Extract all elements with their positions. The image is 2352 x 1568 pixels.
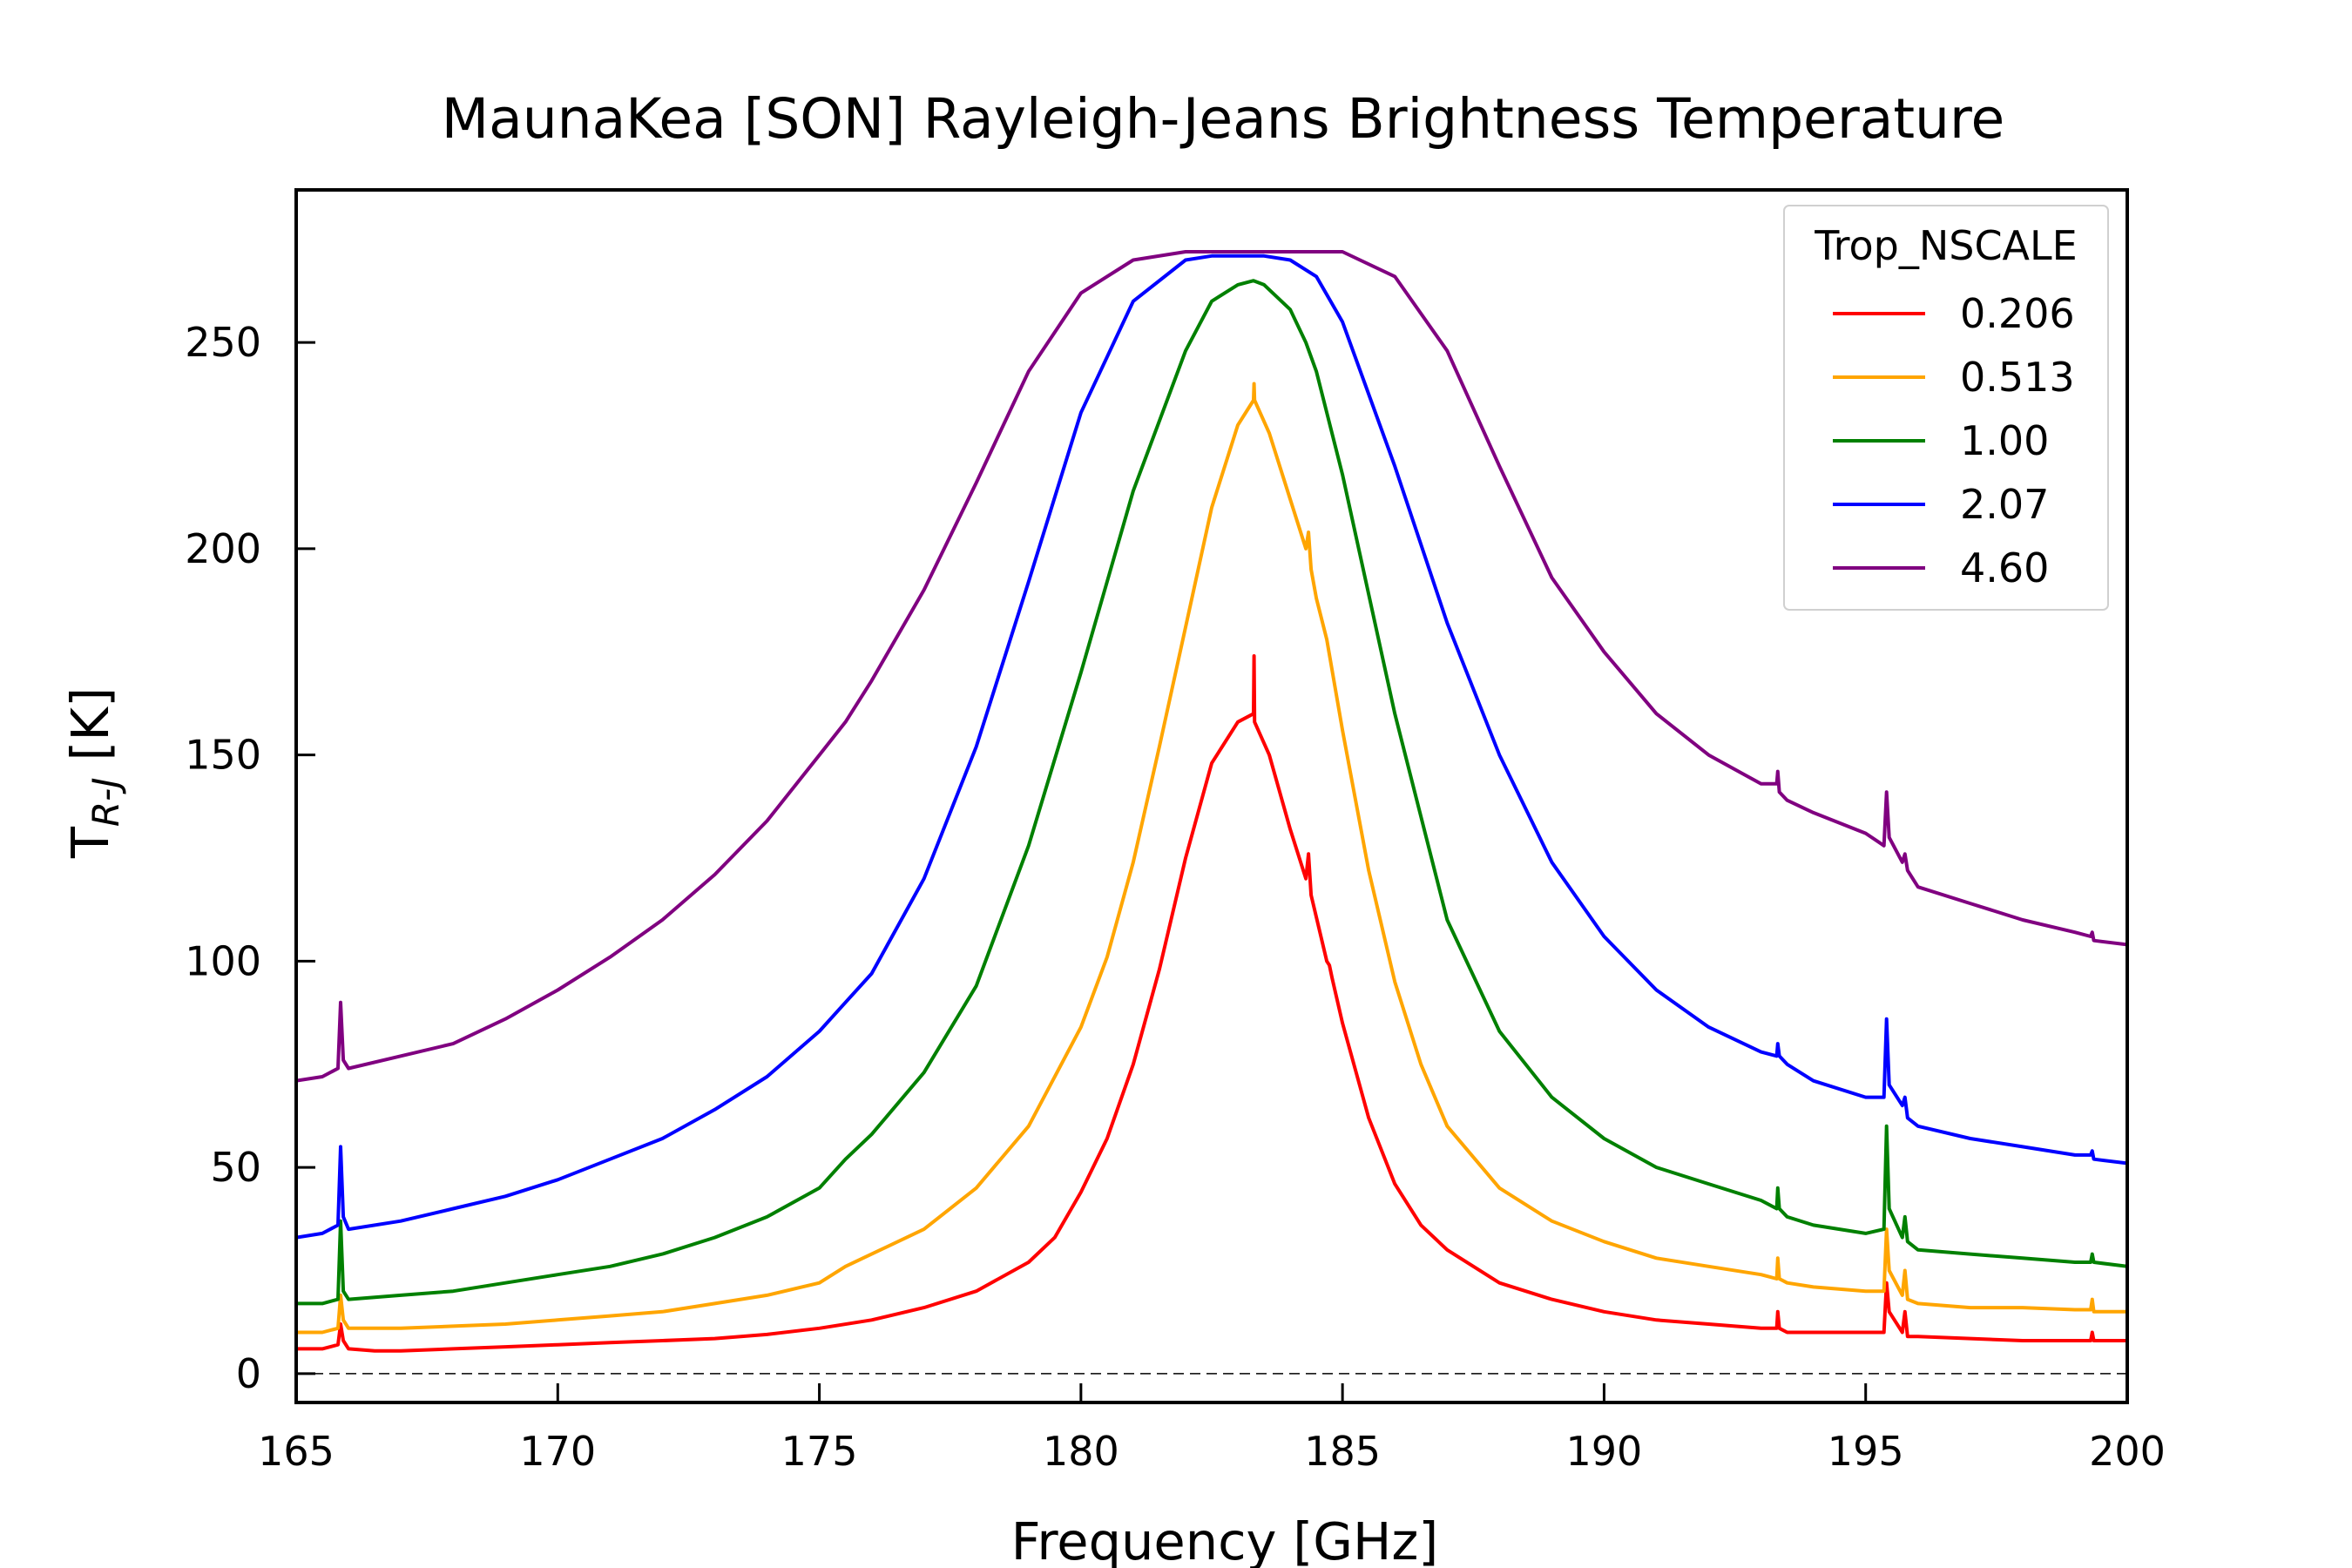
legend: Trop_NSCALE 0.206 0.513 1.00 2.07 4.60 bbox=[1783, 205, 2109, 611]
series-line-4.60 bbox=[296, 250, 2127, 1083]
x-tick-label: 165 bbox=[258, 1428, 335, 1475]
y-tick-label: 200 bbox=[185, 525, 261, 572]
y-tick-label: 100 bbox=[185, 937, 261, 984]
x-tick-label: 180 bbox=[1043, 1428, 1119, 1475]
series-line-0.513 bbox=[296, 382, 2127, 1335]
legend-entries: 0.206 0.513 1.00 2.07 4.60 bbox=[1833, 290, 2075, 591]
x-tick-label: 175 bbox=[781, 1428, 858, 1475]
y-tick-label: 50 bbox=[210, 1144, 261, 1191]
y-tick-label: 0 bbox=[236, 1350, 261, 1397]
x-axis-label: Frequency [GHz] bbox=[1011, 1511, 1439, 1568]
y-axis-label-subscript: R-J bbox=[84, 777, 127, 827]
y-tick-label: 250 bbox=[185, 319, 261, 366]
legend-label-1.00: 1.00 bbox=[1960, 417, 2049, 464]
legend-title: Trop_NSCALE bbox=[1814, 222, 2077, 269]
x-tick-label: 195 bbox=[1828, 1428, 1904, 1475]
x-tick-label: 190 bbox=[1566, 1428, 1643, 1475]
plot-frame bbox=[294, 188, 2129, 1404]
x-tick-label: 200 bbox=[2089, 1428, 2166, 1475]
x-tick-label: 185 bbox=[1304, 1428, 1381, 1475]
legend-frame bbox=[1783, 205, 2109, 611]
y-axis-label: TR-J [K] bbox=[60, 687, 127, 859]
series-lines bbox=[296, 250, 2127, 1353]
legend-label-0.513: 0.513 bbox=[1960, 354, 2075, 401]
legend-label-2.07: 2.07 bbox=[1960, 481, 2049, 528]
y-axis-label-unit: [K] bbox=[60, 687, 120, 777]
chart-title: MaunaKea [SON] Rayleigh-Jeans Brightness… bbox=[442, 87, 2005, 151]
legend-label-0.206: 0.206 bbox=[1960, 290, 2075, 337]
legend-label-4.60: 4.60 bbox=[1960, 544, 2049, 591]
series-line-2.07 bbox=[296, 253, 2127, 1240]
series-line-0.206 bbox=[296, 654, 2127, 1353]
y-axis-label-symbol: T bbox=[60, 826, 120, 859]
plot-area bbox=[294, 188, 2129, 1404]
x-tick-label: 170 bbox=[519, 1428, 596, 1475]
axis-ticks: 165 170 175 180 185 190 195 200 0 50 100 150 200 250 bbox=[185, 319, 2166, 1475]
series-line-1.00 bbox=[296, 279, 2127, 1306]
y-tick-label: 150 bbox=[185, 732, 261, 779]
